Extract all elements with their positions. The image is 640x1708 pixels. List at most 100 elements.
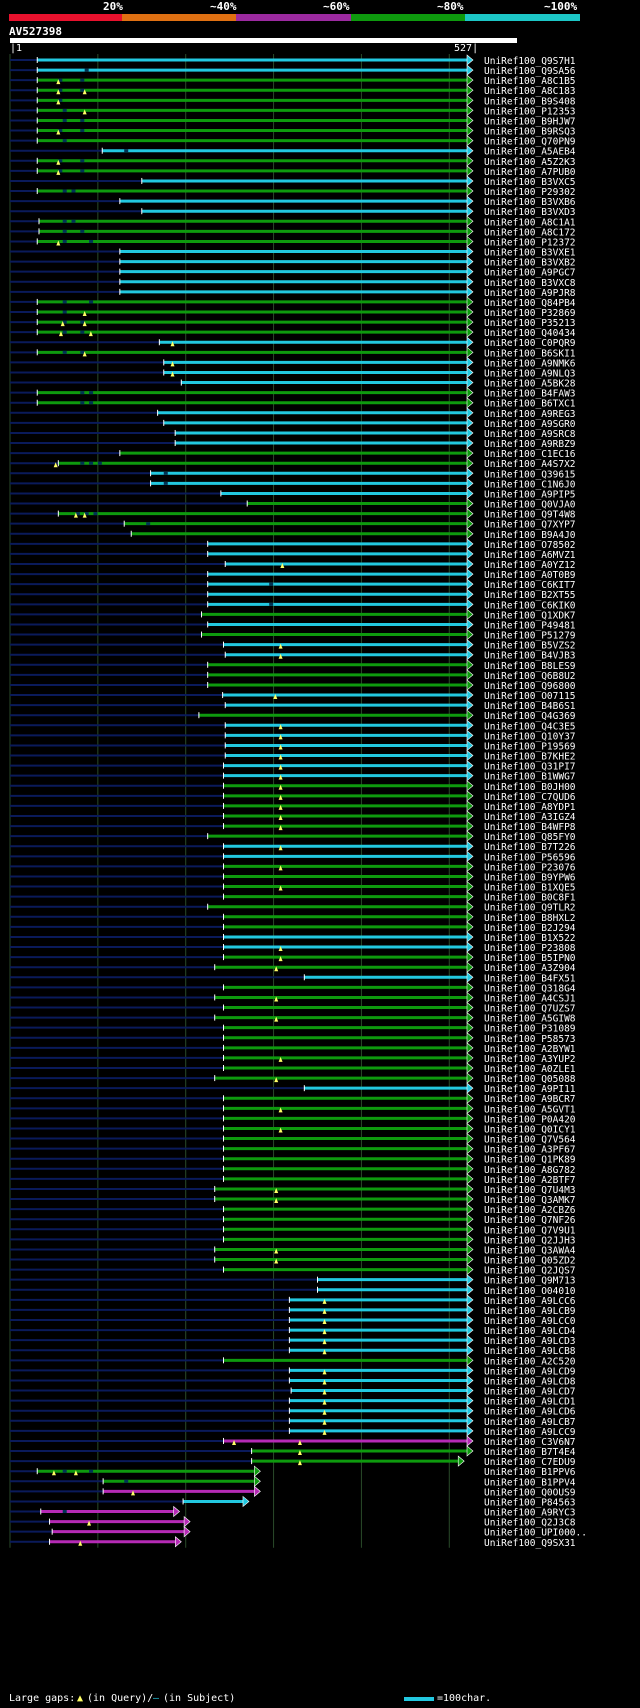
hit-end-arrow (466, 376, 474, 389)
hit-end-arrow (466, 1374, 474, 1387)
hit-end-arrow (466, 235, 474, 248)
hit-label: UniRef100_P51279 (484, 631, 576, 642)
hit-label: UniRef100_Q7V564 (484, 1135, 576, 1146)
hit-label: UniRef100_Q7UZS7 (484, 1004, 576, 1015)
hit-end-arrow (466, 558, 474, 570)
hit-label: UniRef100_P84563 (484, 1497, 576, 1508)
hit-end-arrow (466, 528, 474, 540)
hit-label: UniRef100_Q9TLR2 (484, 903, 576, 914)
hit-end-arrow (466, 1223, 474, 1235)
hit-end-arrow (466, 114, 474, 127)
hit-end-arrow (466, 1042, 474, 1054)
hit-end-arrow (466, 165, 474, 177)
hit-label: UniRef100_A9BCR7 (484, 1094, 576, 1105)
hit-label: UniRef100_Q05ZD2 (484, 1256, 576, 1267)
hit-label: UniRef100_B7T4E4 (484, 1447, 576, 1458)
hit-label: UniRef100_A9REG3 (484, 409, 576, 420)
hit-label: UniRef100_UPI000.. (484, 1528, 587, 1539)
hit-end-arrow (466, 437, 474, 449)
hit-end-arrow (466, 1394, 474, 1407)
hit-end-arrow (466, 64, 474, 76)
hit-end-arrow (466, 255, 474, 268)
hit-label: UniRef100_A8YDP1 (484, 802, 576, 813)
query-gap-marker (274, 1077, 279, 1083)
hit-label: UniRef100_A9LCB7 (484, 1417, 576, 1428)
legend-in-query: (in Query)/ (87, 1693, 154, 1704)
hit-label: UniRef100_B0JH00 (484, 782, 576, 793)
hit-label: UniRef100_Q7NF26 (484, 1215, 576, 1226)
hit-label: UniRef100_B1PPV4 (484, 1477, 576, 1488)
hit-label: UniRef100_Q9T4W8 (484, 510, 576, 521)
query-gap-marker (58, 331, 63, 337)
hit-end-arrow (466, 880, 474, 893)
query-gap-marker (274, 1258, 279, 1264)
query-gap-marker (278, 754, 283, 760)
query-gap-marker (322, 1308, 327, 1314)
hit-end-arrow (466, 487, 474, 500)
hit-label: UniRef100_B3VXC8 (484, 278, 576, 289)
hit-end-arrow (466, 1294, 474, 1306)
query-gap-marker (278, 794, 283, 800)
hit-label: UniRef100_A9LCB8 (484, 1346, 576, 1357)
hit-label: UniRef100_A4S7X2 (484, 459, 576, 470)
query-start-label: 1 (16, 43, 23, 54)
hit-end-arrow (466, 1001, 474, 1014)
hit-label: UniRef100_P58573 (484, 1034, 576, 1045)
hit-label: UniRef100_A2BTF7 (484, 1175, 576, 1186)
hit-end-arrow (466, 124, 474, 137)
hit-label: UniRef100_A9PIP5 (484, 489, 576, 500)
hit-end-arrow (466, 911, 474, 923)
query-gap-marker (297, 1450, 302, 1456)
hit-end-arrow (466, 719, 474, 731)
hit-end-arrow (466, 366, 474, 379)
hit-end-arrow (466, 356, 474, 369)
hit-end-arrow (457, 1455, 465, 1467)
hit-end-arrow (254, 1465, 261, 1477)
query-gap-marker (322, 1419, 327, 1425)
hit-end-arrow (466, 1243, 474, 1256)
hit-label: UniRef100_A3IGZ4 (484, 812, 576, 823)
hit-label: UniRef100_Q2J3C8 (484, 1518, 576, 1529)
hit-end-arrow (466, 931, 474, 943)
hit-label: UniRef100_B9YPW6 (484, 872, 576, 883)
hit-label: UniRef100_A9PJR8 (484, 288, 576, 299)
query-gap-marker (278, 1056, 283, 1062)
hit-label: UniRef100_B0C8F1 (484, 893, 576, 904)
pct-label-100: ~100% (544, 0, 578, 13)
hit-end-arrow (466, 638, 474, 651)
hit-label: UniRef100_P29302 (484, 187, 576, 198)
query-gap-marker (322, 1409, 327, 1415)
hit-end-arrow (466, 981, 474, 994)
hit-end-arrow (466, 1132, 474, 1145)
hit-end-arrow (254, 1485, 261, 1498)
hit-end-arrow (466, 860, 474, 873)
hit-end-arrow (183, 1515, 191, 1528)
hit-end-arrow (466, 1203, 474, 1215)
hit-label: UniRef100_P0A420 (484, 1114, 576, 1125)
color-band-2 (122, 14, 236, 21)
hit-label: UniRef100_B9A4J0 (484, 530, 576, 541)
query-gap-marker (56, 89, 61, 95)
hit-label: UniRef100_A9NLQ3 (484, 368, 576, 379)
query-gap-marker (297, 1460, 302, 1466)
query-gap-marker (274, 966, 279, 972)
hit-end-arrow (466, 134, 474, 147)
hit-label: UniRef100_A8C1A1 (484, 217, 576, 228)
hit-end-arrow (466, 679, 474, 691)
hit-label: UniRef100_A9LCB9 (484, 1306, 576, 1317)
query-gap-marker (278, 764, 283, 770)
hit-end-arrow (183, 1526, 191, 1538)
hit-end-arrow (466, 316, 474, 328)
query-gap-marker (274, 1248, 279, 1254)
hit-label: UniRef100_B5VZS2 (484, 641, 576, 652)
hit-label: UniRef100_P49481 (484, 620, 576, 631)
hit-label: UniRef100_Q10Y37 (484, 731, 576, 742)
query-gap-marker (170, 361, 175, 367)
hit-label: UniRef100_B6SKI1 (484, 348, 576, 359)
hit-label: UniRef100_A9LCC9 (484, 1427, 576, 1438)
query-gap-marker (274, 1016, 279, 1022)
hit-label: UniRef100_Q9SX31 (484, 1538, 576, 1549)
hit-end-arrow (466, 1173, 474, 1185)
query-gap-marker (170, 341, 175, 347)
query-gap-marker (56, 169, 61, 175)
